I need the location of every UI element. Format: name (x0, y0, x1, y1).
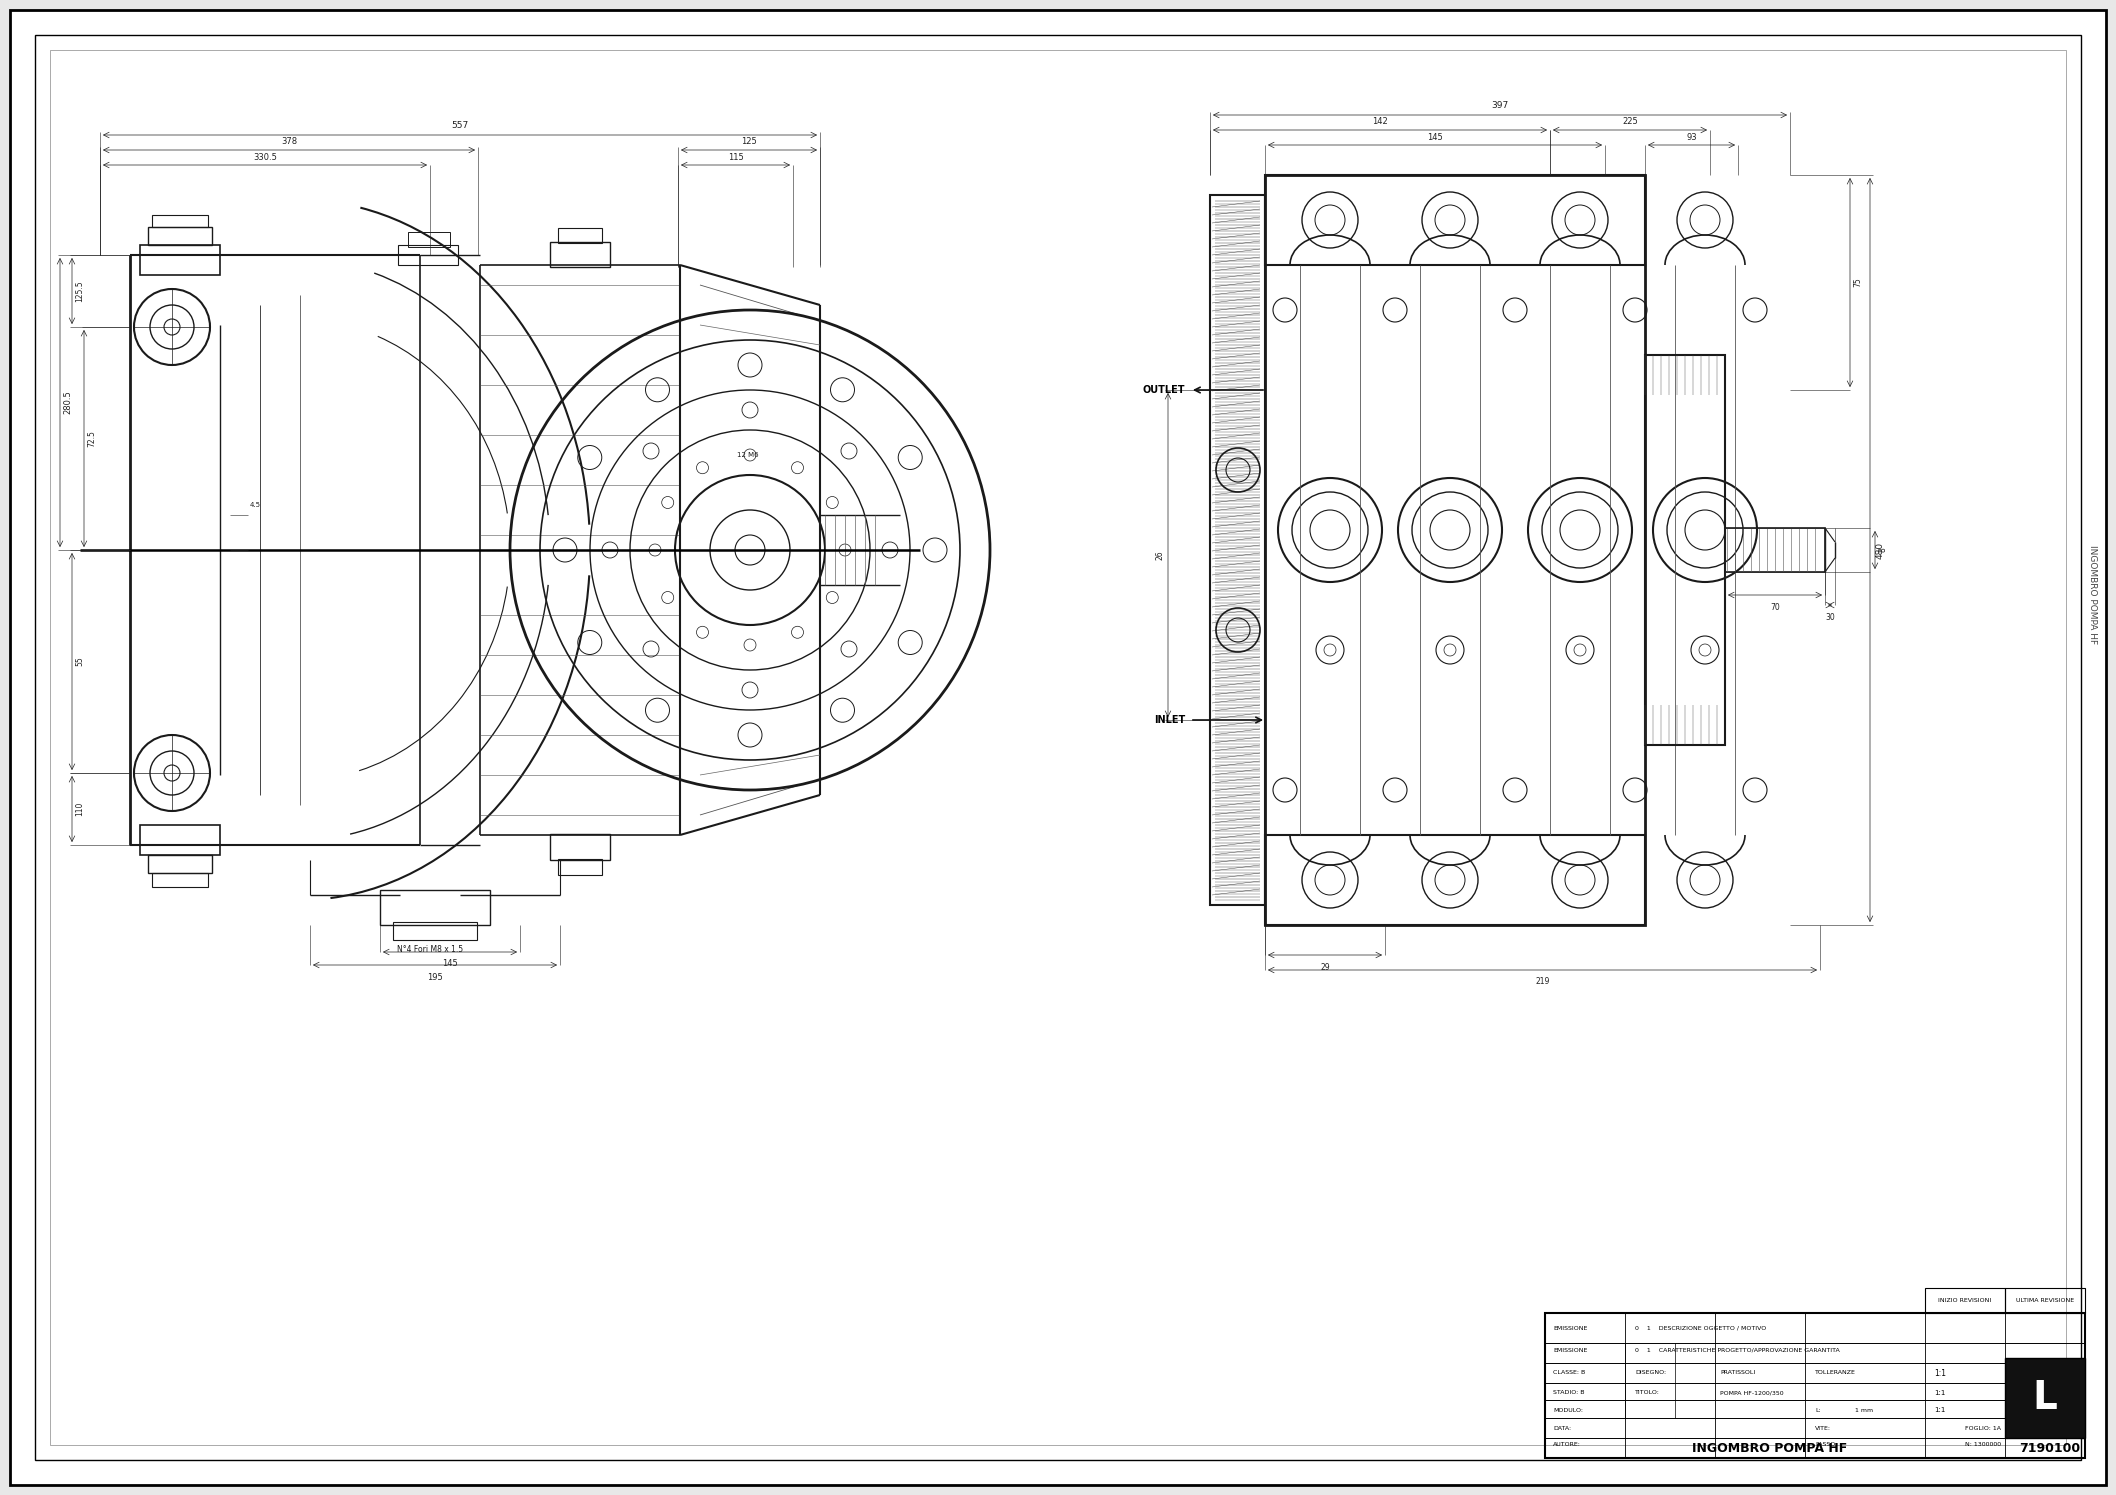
Text: 12 M6: 12 M6 (736, 451, 760, 457)
Text: 1:1: 1:1 (1934, 1390, 1947, 1396)
Bar (148, 855, 212, 873)
Text: 145: 145 (442, 960, 457, 969)
Text: 195: 195 (427, 973, 442, 982)
Bar (1725, 528, 1824, 573)
Bar (550, 242, 609, 268)
Text: TITOLO:: TITOLO: (1636, 1390, 1659, 1395)
Text: 219: 219 (1536, 978, 1549, 987)
Text: 0    1    DESCRIZIONE OGGETTO / MOTIVO: 0 1 DESCRIZIONE OGGETTO / MOTIVO (1636, 1326, 1767, 1331)
Text: INLET: INLET (1153, 715, 1185, 725)
Text: 29: 29 (1320, 963, 1329, 972)
Text: 7190100: 7190100 (2019, 1441, 2080, 1455)
Bar (1926, 1289, 2006, 1313)
Bar (1265, 175, 1644, 925)
Text: 8: 8 (1879, 547, 1887, 552)
Text: 72.5: 72.5 (87, 431, 97, 447)
Text: INGOMBRO POMPA HF: INGOMBRO POMPA HF (2088, 546, 2097, 644)
Text: 142: 142 (1371, 118, 1388, 127)
Text: 557: 557 (451, 121, 468, 130)
Text: 330.5: 330.5 (254, 152, 277, 161)
Bar (2006, 1289, 2084, 1313)
Text: 1:1: 1:1 (1934, 1407, 1947, 1413)
Bar (1644, 354, 1725, 745)
Text: 480: 480 (1875, 541, 1885, 559)
Text: L:: L: (1816, 1407, 1820, 1413)
Bar (152, 215, 207, 227)
Bar (408, 232, 451, 247)
Text: 93: 93 (1686, 133, 1697, 142)
Bar (148, 227, 212, 245)
Text: POMPA HF-1200/350: POMPA HF-1200/350 (1720, 1390, 1784, 1395)
Bar (140, 825, 220, 855)
Bar (2006, 1357, 2084, 1438)
Bar (1210, 194, 1265, 904)
Text: FOGLIO: 1A: FOGLIO: 1A (1966, 1426, 2002, 1431)
Text: ULTIMA REVISIONE: ULTIMA REVISIONE (2017, 1299, 2074, 1304)
Text: 26: 26 (1155, 550, 1164, 559)
Text: DISEGNO:: DISEGNO: (1636, 1371, 1665, 1375)
Bar (394, 922, 476, 940)
Text: OUTLET: OUTLET (1143, 386, 1185, 395)
Bar (1545, 1313, 2084, 1458)
Bar (1265, 175, 1644, 265)
Text: STADIO: B: STADIO: B (1553, 1390, 1585, 1395)
Text: N: 1300000: N: 1300000 (1966, 1441, 2002, 1447)
Text: 115: 115 (728, 152, 743, 161)
Text: 1 mm: 1 mm (1856, 1407, 1873, 1413)
Text: EMISSIONE: EMISSIONE (1553, 1347, 1587, 1353)
Text: 75: 75 (1854, 278, 1862, 287)
Text: 378: 378 (281, 138, 296, 147)
Text: INGOMBRO POMPA HF: INGOMBRO POMPA HF (1693, 1441, 1847, 1455)
Text: PRATISSOLI: PRATISSOLI (1720, 1371, 1756, 1375)
Bar (152, 873, 207, 887)
Text: CLASSE: B: CLASSE: B (1553, 1371, 1585, 1375)
Text: N°4 Fori M8 x 1.5: N°4 Fori M8 x 1.5 (398, 945, 463, 954)
Text: DATA:: DATA: (1553, 1426, 1570, 1431)
Text: 125: 125 (741, 138, 758, 147)
Bar (1265, 836, 1644, 925)
Text: 110: 110 (76, 801, 85, 816)
Text: AUTORE:: AUTORE: (1553, 1441, 1581, 1447)
Text: 280.5: 280.5 (63, 390, 72, 414)
Bar (140, 245, 220, 275)
Text: PASSO:: PASSO: (1816, 1441, 1837, 1447)
Text: 55: 55 (76, 656, 85, 667)
Text: EMISSIONE: EMISSIONE (1553, 1326, 1587, 1331)
Bar (398, 245, 457, 265)
Text: 0    1    CARATTERISTICHE PROGETTO/APPROVAZIONE GARANTITA: 0 1 CARATTERISTICHE PROGETTO/APPROVAZION… (1636, 1347, 1839, 1353)
Text: 225: 225 (1623, 118, 1638, 127)
Text: TOLLERANZE: TOLLERANZE (1816, 1371, 1856, 1375)
Bar (559, 860, 601, 875)
Text: MODULO:: MODULO: (1553, 1407, 1583, 1413)
Text: 30: 30 (1826, 613, 1835, 622)
Text: 145: 145 (1426, 133, 1443, 142)
Text: 397: 397 (1492, 100, 1509, 109)
Text: 125.5: 125.5 (76, 280, 85, 302)
Text: 70: 70 (1771, 602, 1780, 611)
Bar (559, 229, 601, 244)
Text: INIZIO REVISIONI: INIZIO REVISIONI (1938, 1299, 1991, 1304)
Text: L: L (2033, 1378, 2057, 1417)
Text: VITE:: VITE: (1816, 1426, 1830, 1431)
Text: 1:1: 1:1 (1934, 1368, 1947, 1377)
Bar (550, 834, 609, 860)
Bar (381, 890, 491, 925)
Text: 4.5: 4.5 (250, 502, 260, 508)
